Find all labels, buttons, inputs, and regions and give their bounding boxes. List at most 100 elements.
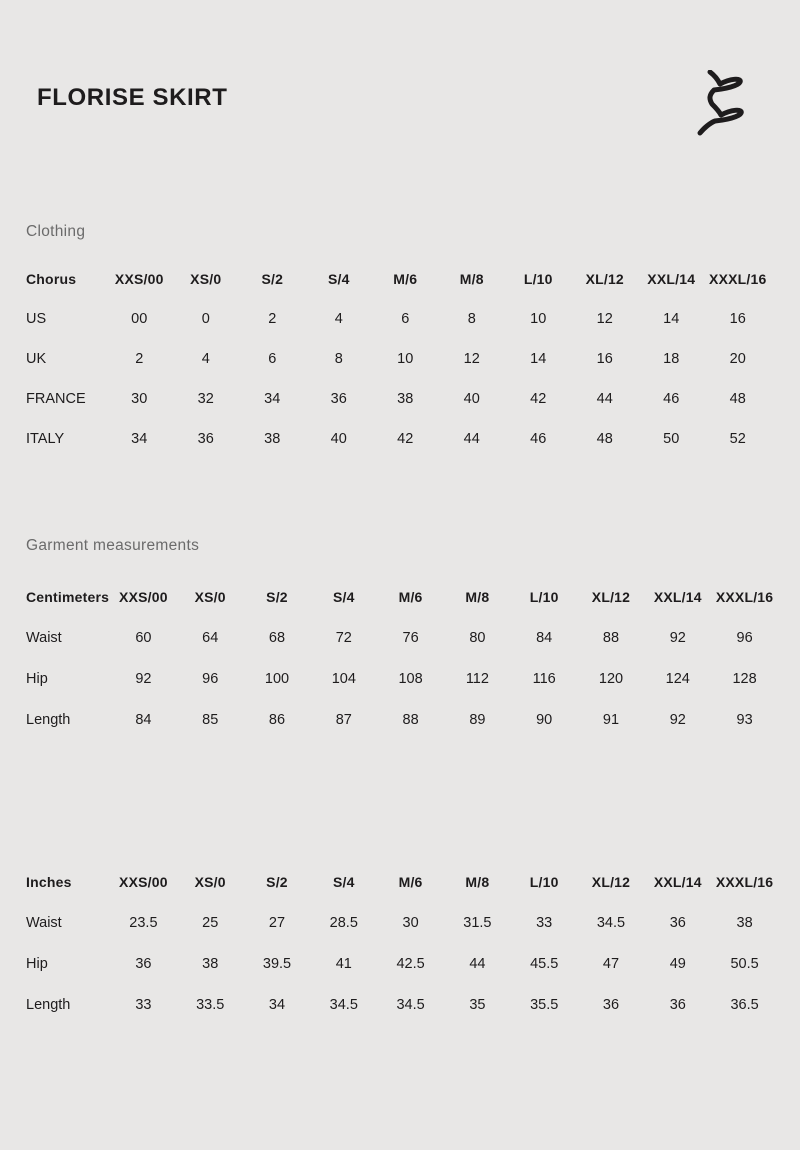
size-value-cell: 36: [330, 391, 347, 407]
size-value-cell: 49: [669, 956, 686, 972]
size-column-header: S/2: [261, 271, 284, 287]
size-value-cell: 00: [131, 311, 148, 327]
size-value-cell: 52: [729, 431, 746, 447]
size-value-cell: 14: [530, 351, 547, 367]
size-column-header: XL/12: [591, 589, 631, 605]
size-value-cell: 48: [596, 431, 613, 447]
size-value-cell: 28.5: [329, 915, 358, 931]
size-value-cell: 38: [736, 915, 753, 931]
size-value-cell: 80: [469, 630, 486, 646]
size-value-cell: 46: [530, 431, 547, 447]
size-column-header: XXL/14: [653, 589, 702, 605]
size-value-cell: 128: [732, 671, 757, 687]
size-value-cell: 25: [202, 915, 219, 931]
size-value-cell: 40: [463, 391, 480, 407]
size-value-cell: 34.5: [396, 997, 425, 1013]
size-value-cell: 76: [402, 630, 419, 646]
size-value-cell: 35.5: [530, 997, 559, 1013]
size-value-cell: 32: [197, 391, 214, 407]
size-column-header: L/10: [529, 874, 559, 890]
row-label: ITALY: [26, 431, 65, 447]
size-value-cell: 6: [268, 351, 277, 367]
size-value-cell: 16: [596, 351, 613, 367]
size-value-cell: 34: [264, 391, 281, 407]
size-value-cell: 120: [598, 671, 624, 687]
size-value-cell: 36: [135, 956, 152, 972]
page-title: FLORISE SKIRT: [37, 84, 228, 111]
size-value-cell: 8: [467, 311, 476, 327]
size-column-header: XXXL/16: [715, 874, 774, 890]
size-value-cell: 34: [268, 997, 286, 1013]
table-header-label: Chorus: [26, 271, 77, 287]
size-value-cell: 33.5: [196, 997, 225, 1013]
size-value-cell: 30: [402, 915, 419, 931]
size-column-header: M/8: [459, 271, 484, 287]
size-value-cell: 104: [331, 671, 356, 687]
size-value-cell: 93: [736, 712, 753, 728]
size-value-cell: 31.5: [463, 915, 492, 931]
size-column-header: XXL/14: [653, 874, 702, 890]
size-value-cell: 108: [398, 671, 423, 687]
size-value-cell: 36: [669, 915, 686, 931]
size-value-cell: 38: [397, 391, 414, 407]
table-header-label: Centimeters: [26, 589, 110, 605]
row-label: Waist: [26, 915, 62, 931]
size-value-cell: 0: [201, 311, 210, 327]
table-header-label: Inches: [26, 874, 72, 890]
size-value-cell: 91: [602, 712, 620, 728]
size-value-cell: 42.5: [396, 956, 425, 972]
size-value-cell: 44: [469, 956, 486, 972]
clothing-size-table: Chorus XXS/00 XS/0 S/2 S/4 M/6 M/8 L/10 XL/12 XXL…: [26, 271, 771, 471]
size-value-cell: 27: [268, 915, 286, 931]
size-value-cell: 85: [202, 712, 219, 728]
size-value-cell: 36: [602, 997, 620, 1013]
size-value-cell: 23.5: [129, 915, 158, 931]
size-value-cell: 42: [530, 391, 547, 407]
row-label: Length: [26, 997, 71, 1013]
size-value-cell: 124: [665, 671, 690, 687]
row-label: Hip: [26, 956, 48, 972]
size-value-cell: 86: [268, 712, 286, 728]
size-value-cell: 4: [334, 311, 343, 327]
size-column-header: XXXL/16: [709, 271, 767, 287]
size-value-cell: 87: [335, 712, 352, 728]
row-label: Length: [26, 712, 71, 728]
size-column-header: XL/12: [591, 874, 631, 890]
size-value-cell: 88: [602, 630, 620, 646]
size-value-cell: 48: [729, 391, 746, 407]
size-value-cell: 89: [469, 712, 486, 728]
size-column-header: S/4: [332, 589, 355, 605]
size-value-cell: 33: [135, 997, 152, 1013]
size-column-header: L/10: [523, 271, 553, 287]
size-value-cell: 47: [602, 956, 620, 972]
garment-measurements-heading: Garment measurements: [26, 537, 200, 554]
row-label: FRANCE: [26, 391, 86, 407]
size-value-cell: 42: [397, 431, 414, 447]
size-value-cell: 16: [729, 311, 746, 327]
size-value-cell: 33: [536, 915, 553, 931]
size-column-header: XS/0: [194, 589, 226, 605]
size-value-cell: 116: [532, 671, 556, 687]
size-column-header: XL/12: [585, 271, 624, 287]
size-value-cell: 34.5: [596, 915, 626, 931]
clothing-section-heading: Clothing: [26, 223, 86, 240]
size-value-cell: 8: [334, 351, 343, 367]
size-value-cell: 36: [197, 431, 214, 447]
size-column-header: XXS/00: [119, 874, 168, 890]
size-value-cell: 96: [202, 671, 219, 687]
size-value-cell: 38: [264, 431, 281, 447]
size-value-cell: 92: [669, 712, 686, 728]
size-column-header: S/2: [266, 874, 288, 890]
size-value-cell: 72: [335, 630, 352, 646]
row-label: UK: [26, 351, 47, 367]
size-column-header: S/2: [266, 589, 288, 605]
size-value-cell: 90: [536, 712, 553, 728]
size-value-cell: 35: [469, 997, 486, 1013]
size-value-cell: 100: [264, 671, 290, 687]
size-column-header: M/8: [465, 874, 490, 890]
size-value-cell: 2: [268, 311, 277, 327]
size-value-cell: 34.5: [329, 997, 358, 1013]
size-value-cell: 38: [202, 956, 219, 972]
size-value-cell: 30: [131, 391, 148, 407]
